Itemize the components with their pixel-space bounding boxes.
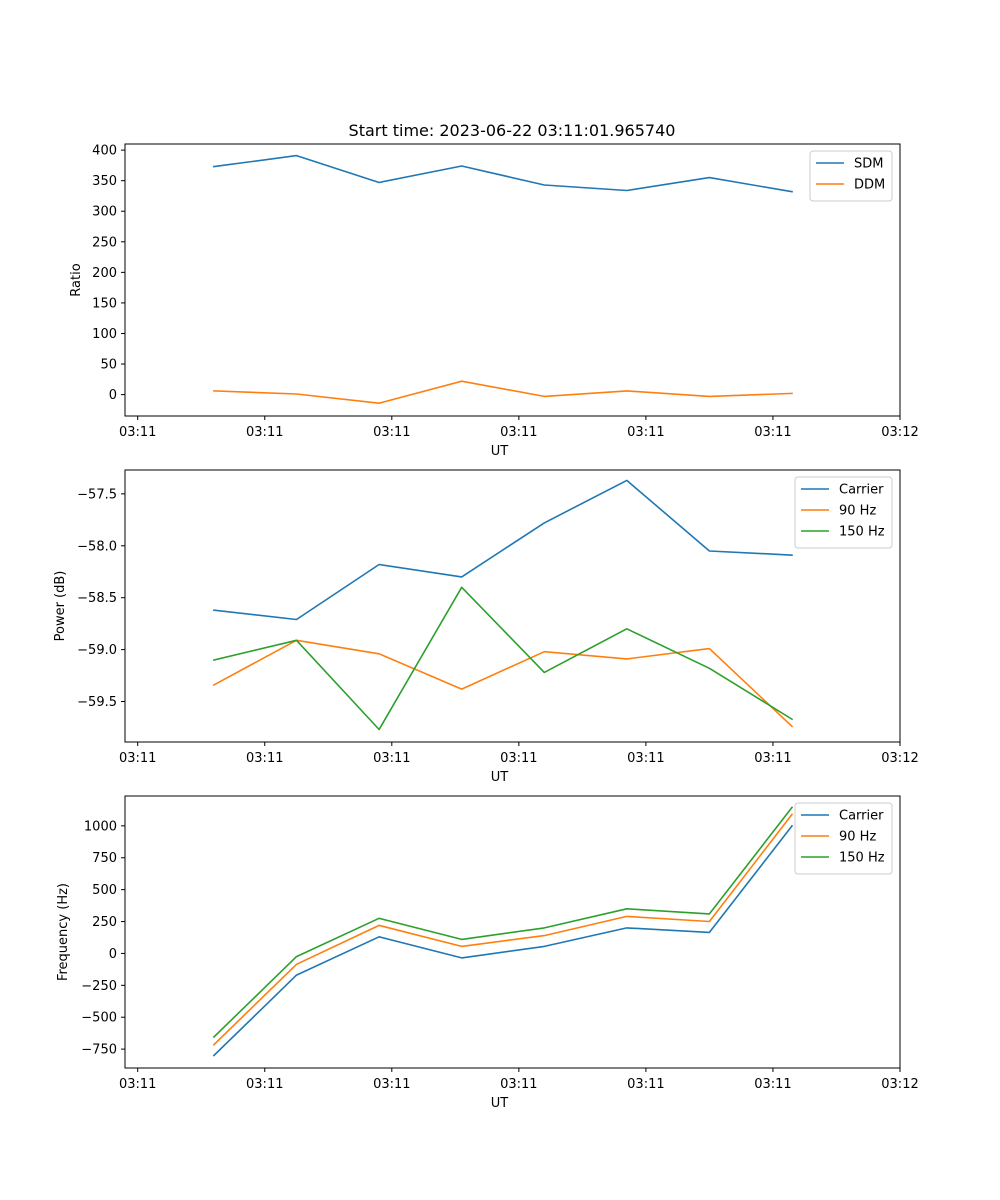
- subplots: 03:11 03:11 03:11 03:11 03:11 03:11 03:12 0 50 10…: [53, 143, 919, 1111]
- x-tick-label: 03:11: [246, 751, 283, 766]
- x-tick-label: 03:12: [881, 425, 918, 440]
- y-axis-label: Frequency (Hz): [56, 883, 71, 981]
- legend-entry: DDM: [854, 178, 885, 193]
- y-tick-label: 300: [92, 205, 117, 220]
- y-tick-label: 50: [100, 358, 117, 373]
- y-axis-label: Power (dB): [53, 571, 68, 642]
- y-tick-label: 250: [92, 915, 117, 930]
- x-tick-label: 03:11: [373, 425, 410, 440]
- x-tick-label: 03:11: [500, 425, 537, 440]
- y-tick-label: 400: [92, 144, 117, 159]
- subplot-1: 03:11 03:11 03:11 03:11 03:11 03:11 03:12 0 50 10…: [69, 143, 919, 459]
- y-tick-label: 1000: [84, 819, 117, 834]
- y-tick-label: 350: [92, 174, 117, 189]
- x-tick-label: 03:11: [754, 1077, 791, 1092]
- y-tick-label: −58.5: [77, 591, 117, 606]
- x-tick-label: 03:11: [754, 751, 791, 766]
- y-tick-label: 150: [92, 296, 117, 311]
- x-tick-label: 03:11: [119, 751, 156, 766]
- x-axis-label: UT: [491, 770, 509, 785]
- y-axis-label: Ratio: [69, 263, 84, 296]
- y-tick-label: 100: [92, 327, 117, 342]
- series-line-carrier: [213, 479, 793, 621]
- x-tick-label: 03:11: [373, 1077, 410, 1092]
- x-tick-label: 03:11: [627, 1077, 664, 1092]
- plot-frame: [124, 469, 901, 743]
- x-tick-label: 03:11: [373, 751, 410, 766]
- plot-frame: [124, 143, 901, 417]
- x-tick-label: 03:11: [246, 425, 283, 440]
- series-line-sdm: [213, 154, 793, 193]
- series-line-150-hz: [212, 806, 794, 1039]
- legend-entry: Carrier: [839, 809, 884, 824]
- legend: SDM DDM: [809, 150, 893, 202]
- y-tick-label: 200: [92, 266, 117, 281]
- x-tick-label: 03:11: [627, 425, 664, 440]
- subplot-2: 03:11 03:11 03:11 03:11 03:11 03:11 03:12 −59.5…: [53, 469, 919, 785]
- x-tick-label: 03:11: [119, 425, 156, 440]
- x-axis-label: UT: [491, 444, 509, 459]
- series-line-ddm: [213, 380, 793, 405]
- series-line-90-hz: [212, 639, 794, 728]
- series-line-150-hz: [212, 586, 794, 731]
- x-tick-label: 03:11: [500, 751, 537, 766]
- series-line-90-hz: [212, 813, 794, 1046]
- plot-frame: [124, 795, 901, 1069]
- legend-entry: 90 Hz: [839, 830, 876, 845]
- y-tick-label: −500: [81, 1011, 117, 1026]
- x-tick-label: 03:11: [246, 1077, 283, 1092]
- figure-title: Start time: 2023-06-22 03:11:01.965740: [349, 121, 676, 140]
- legend-entry: SDM: [854, 157, 883, 172]
- y-tick-label: 750: [92, 851, 117, 866]
- y-tick-label: −57.5: [77, 487, 117, 502]
- legend: Carrier 90 Hz 150 Hz: [794, 802, 893, 875]
- x-tick-label: 03:11: [754, 425, 791, 440]
- subplot-3: 03:11 03:11 03:11 03:11 03:11 03:11 03:12 −750 −…: [56, 795, 919, 1111]
- x-tick-label: 03:11: [119, 1077, 156, 1092]
- legend-entry: Carrier: [839, 483, 884, 498]
- y-tick-label: −250: [81, 979, 117, 994]
- legend-entry: 150 Hz: [839, 525, 885, 540]
- legend-entry: 150 Hz: [839, 851, 885, 866]
- x-axis-label: UT: [491, 1096, 509, 1111]
- y-tick-label: −750: [81, 1043, 117, 1058]
- x-tick-label: 03:12: [881, 1077, 918, 1092]
- series-line-carrier: [212, 824, 794, 1057]
- y-tick-label: −58.0: [77, 539, 117, 554]
- legend-entry: 90 Hz: [839, 504, 876, 519]
- y-tick-label: −59.0: [77, 643, 117, 658]
- y-tick-label: 250: [92, 235, 117, 250]
- y-tick-label: 0: [109, 388, 117, 403]
- y-tick-label: 0: [109, 947, 117, 962]
- x-tick-label: 03:11: [627, 751, 664, 766]
- legend: Carrier 90 Hz 150 Hz: [794, 476, 893, 549]
- y-tick-label: −59.5: [77, 695, 117, 710]
- x-tick-label: 03:12: [881, 751, 918, 766]
- y-tick-label: 500: [92, 883, 117, 898]
- x-tick-label: 03:11: [500, 1077, 537, 1092]
